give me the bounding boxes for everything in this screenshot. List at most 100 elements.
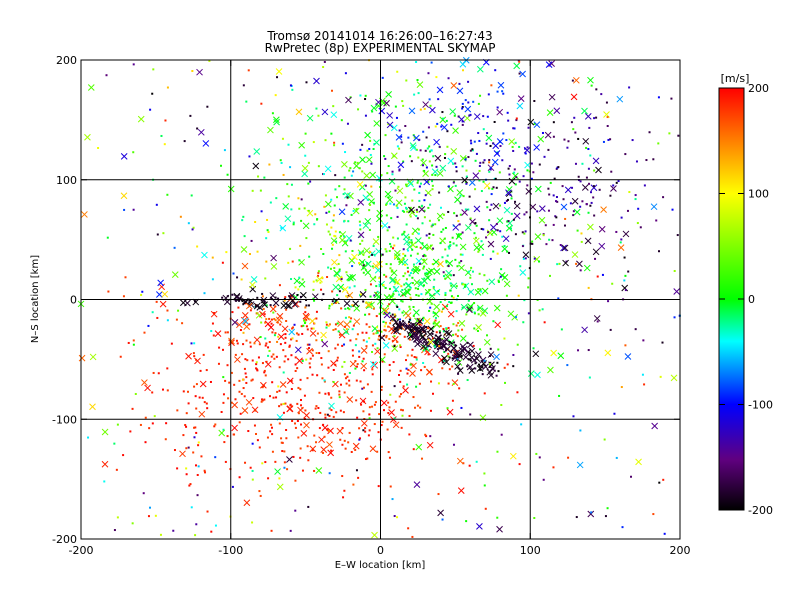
point-dot <box>336 356 339 359</box>
point-dot <box>173 449 176 452</box>
point-dot <box>259 494 262 497</box>
point-dot <box>384 157 387 160</box>
point-dot <box>334 235 337 238</box>
point-dot <box>533 257 536 260</box>
point-dot <box>348 169 351 172</box>
point-dot <box>418 262 421 265</box>
point-dot <box>443 237 446 240</box>
point-cross <box>582 137 590 145</box>
point-cross <box>432 310 440 318</box>
point-dot <box>330 396 333 399</box>
point-cross <box>550 349 558 357</box>
point-dot <box>500 433 503 436</box>
point-dot <box>362 357 365 360</box>
point-dot <box>246 359 249 362</box>
point-dot <box>345 204 348 207</box>
point-dot <box>477 250 480 253</box>
point-dot <box>344 151 347 154</box>
point-dot <box>330 449 333 452</box>
point-dot <box>507 119 510 122</box>
point-cross <box>87 84 95 91</box>
point-dot <box>338 268 341 271</box>
point-dot <box>636 222 639 225</box>
point-dot <box>515 119 518 122</box>
point-dot <box>494 69 497 72</box>
colorbar-tick-label: 100 <box>748 188 769 201</box>
point-dot <box>474 236 477 239</box>
point-dot <box>413 136 416 139</box>
point-dot <box>561 185 564 188</box>
point-dot <box>467 351 470 354</box>
point-dot <box>243 367 246 370</box>
point-dot <box>428 236 431 239</box>
point-dot <box>395 304 398 307</box>
point-dot <box>280 403 283 406</box>
point-dot <box>482 161 485 164</box>
point-dot <box>367 434 370 437</box>
point-dot <box>423 107 426 110</box>
point-dot <box>430 149 433 152</box>
point-dot <box>398 374 401 377</box>
point-dot <box>442 117 445 120</box>
point-dot <box>478 164 481 167</box>
point-dot <box>612 184 615 187</box>
point-cross <box>359 397 367 405</box>
point-dot <box>233 433 236 436</box>
point-dot <box>285 437 288 440</box>
point-dot <box>189 114 192 117</box>
point-dot <box>176 409 179 412</box>
point-dot <box>433 278 436 281</box>
point-dot <box>403 202 406 205</box>
point-dot <box>259 335 262 338</box>
point-dot <box>143 331 146 334</box>
point-dot <box>345 328 348 331</box>
point-dot <box>532 347 535 350</box>
point-dot <box>442 327 445 330</box>
point-dot <box>341 475 344 478</box>
point-dot <box>426 344 429 347</box>
point-dot <box>524 230 527 233</box>
point-dot <box>193 355 196 358</box>
point-dot <box>396 145 399 148</box>
point-dot <box>415 385 418 388</box>
point-dot <box>340 278 343 281</box>
point-dot <box>411 282 414 285</box>
point-dot <box>324 392 327 395</box>
point-cross <box>460 303 468 311</box>
point-dot <box>416 210 419 213</box>
point-dot <box>294 286 297 289</box>
point-cross <box>427 338 434 346</box>
point-dot <box>409 333 412 336</box>
point-dot <box>163 143 166 146</box>
point-dot <box>413 188 416 191</box>
point-dot <box>253 342 256 345</box>
point-dot <box>255 367 258 370</box>
point-cross <box>420 258 428 265</box>
point-dot <box>274 319 277 322</box>
point-dot <box>381 360 384 363</box>
point-dot <box>563 138 566 141</box>
point-dot <box>321 377 324 380</box>
point-dot <box>365 458 368 461</box>
point-dot <box>333 144 336 147</box>
point-dot <box>409 308 412 311</box>
point-dot <box>425 234 428 237</box>
point-cross <box>592 157 600 165</box>
point-dot <box>268 349 271 352</box>
point-cross <box>459 243 467 251</box>
point-dot <box>307 347 310 350</box>
point-dot <box>378 179 381 182</box>
point-cross <box>503 280 511 288</box>
point-dot <box>593 117 596 120</box>
point-dot <box>455 166 458 169</box>
point-cross <box>485 134 493 142</box>
point-dot <box>368 147 371 150</box>
point-cross <box>456 457 464 465</box>
point-dot <box>305 299 308 302</box>
point-dot <box>308 362 311 365</box>
point-dot <box>307 161 310 164</box>
point-dot <box>545 243 548 246</box>
point-dot <box>260 102 263 105</box>
point-dot <box>468 114 471 117</box>
point-dot <box>283 297 286 300</box>
